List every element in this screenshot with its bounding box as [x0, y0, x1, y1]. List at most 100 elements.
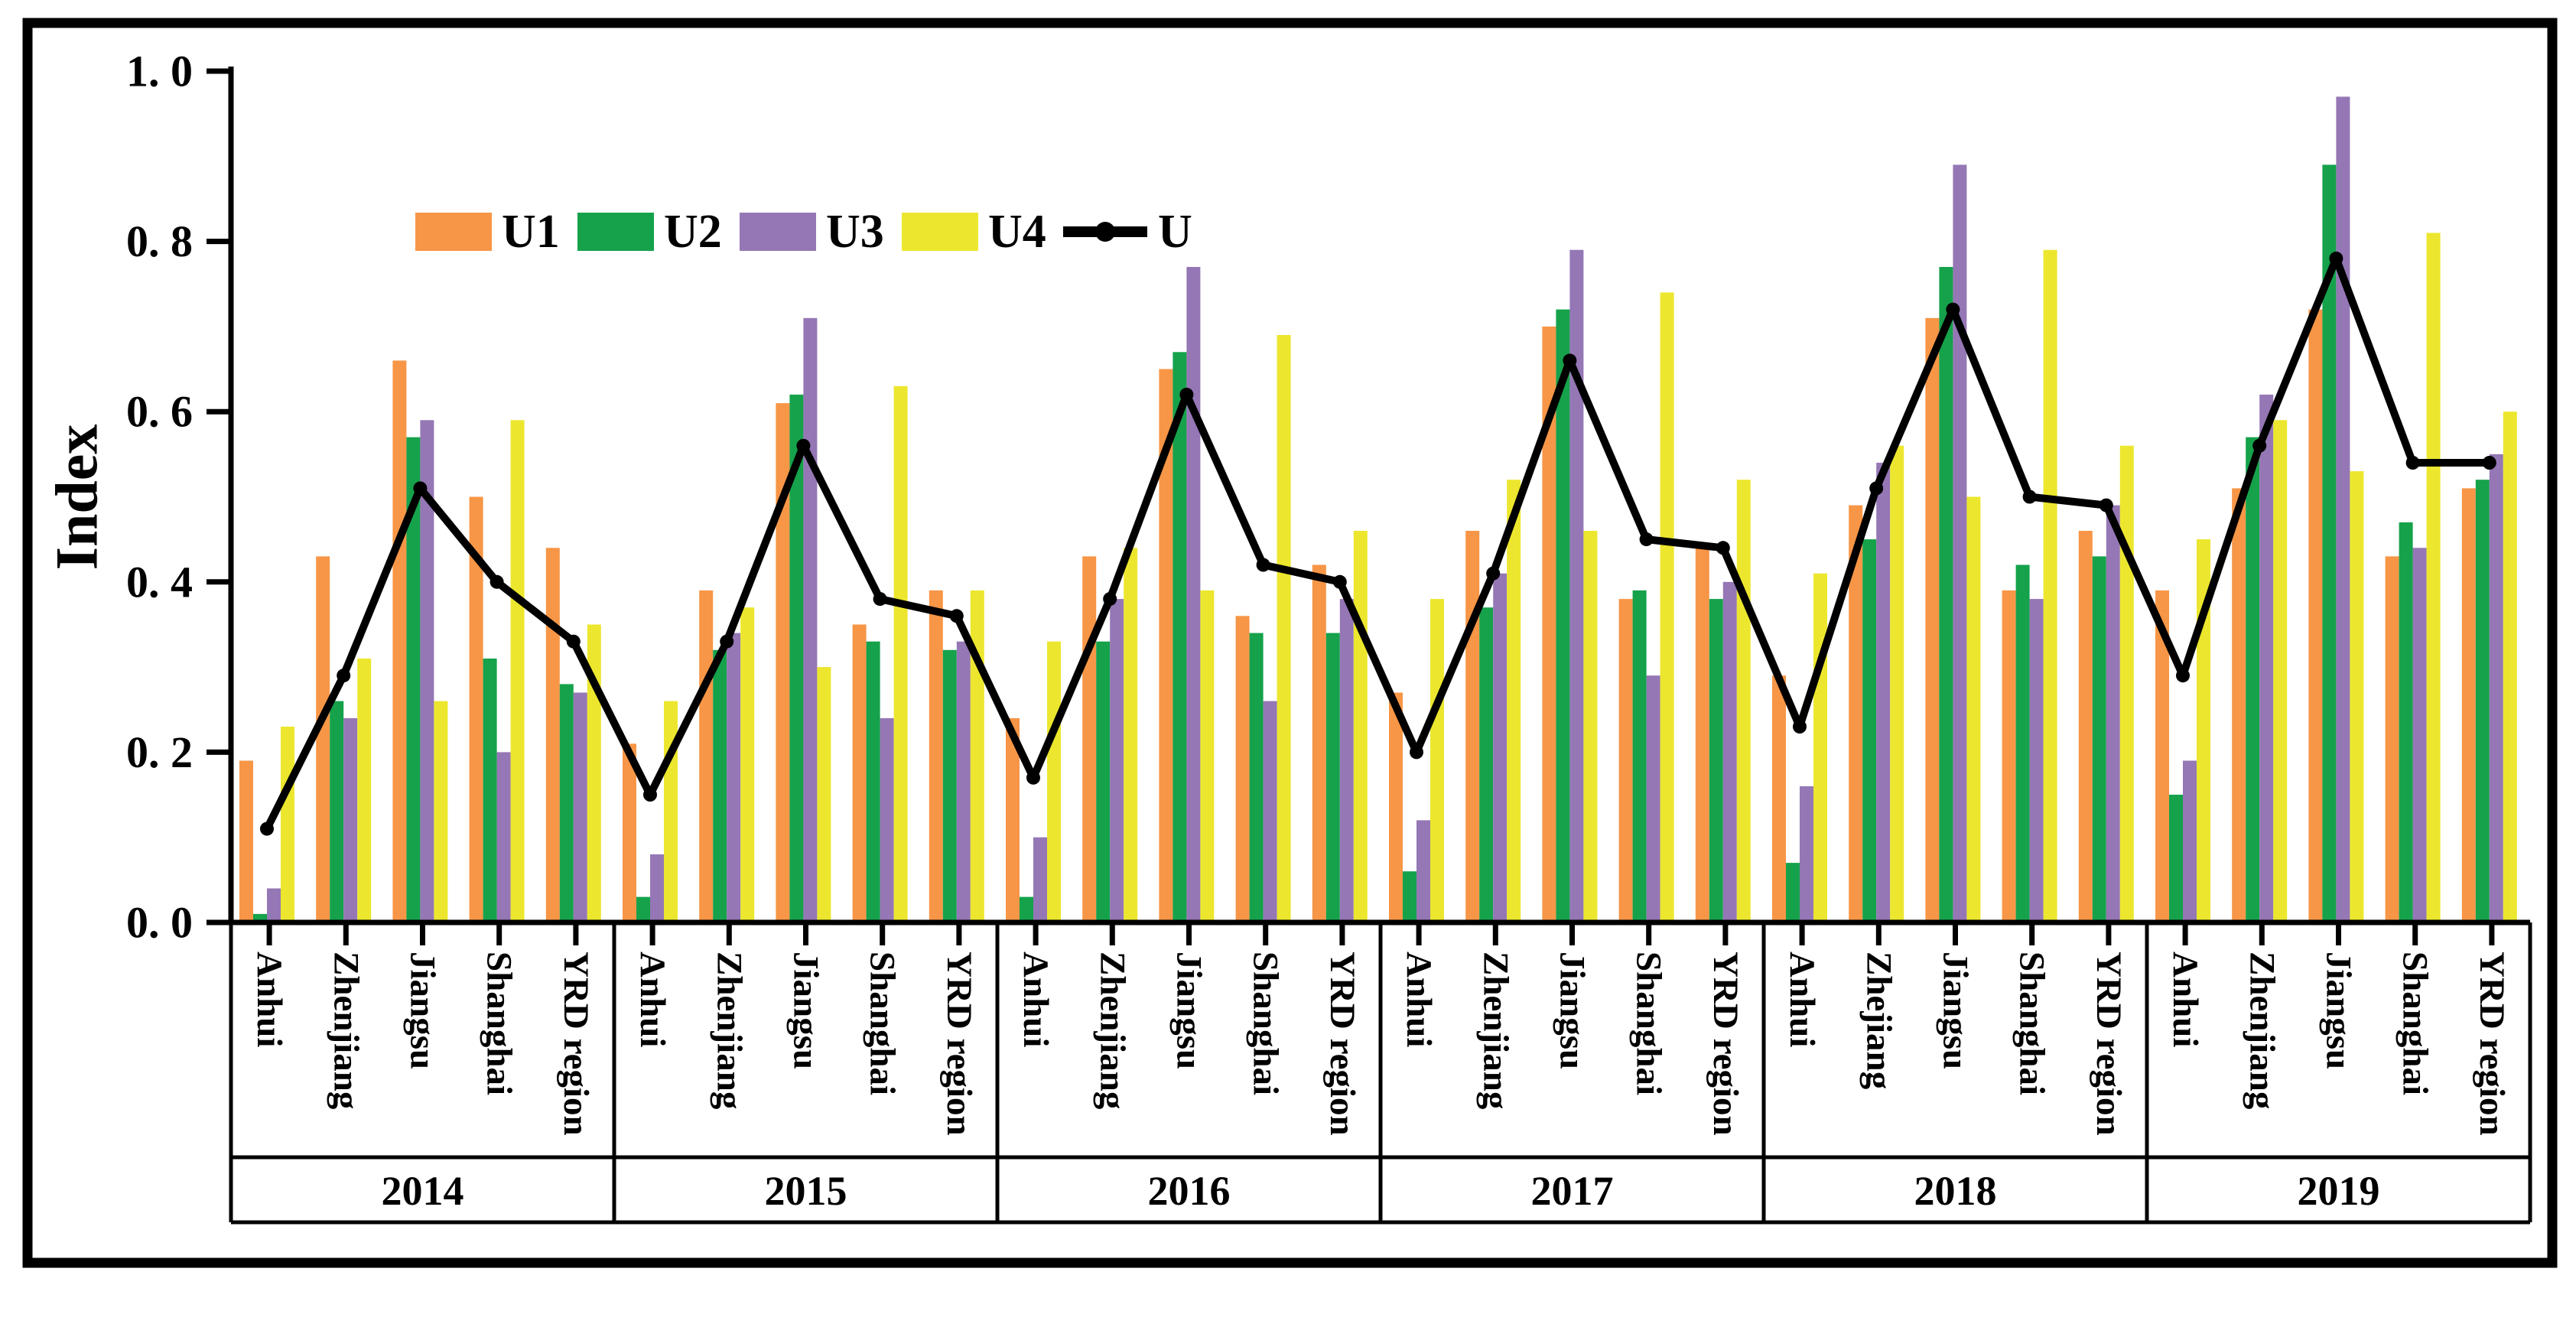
u-line-marker [566, 634, 581, 649]
u-line-marker [1946, 302, 1960, 317]
bar-u1 [1082, 556, 1097, 922]
bar-u2 [330, 701, 344, 922]
bar-u3 [267, 888, 281, 922]
bar-u3 [2259, 394, 2274, 922]
bar-u1 [1389, 692, 1403, 922]
bar-u3 [2029, 599, 2044, 922]
bar-u1 [2385, 556, 2399, 922]
region-label: Shanghai [1629, 952, 1669, 1095]
u-line-marker [643, 788, 657, 802]
region-label: Anhui [1399, 952, 1439, 1047]
bar-u3 [1953, 164, 1967, 922]
bar-u1 [852, 624, 867, 922]
y-tick-label: 1. 0 [126, 47, 193, 96]
bar-u2 [1939, 267, 1953, 922]
bar-u1 [316, 556, 330, 922]
bar-u2 [636, 896, 650, 922]
axis-layer [207, 67, 2532, 1225]
bar-u1 [1159, 369, 1173, 922]
bar-u4 [1200, 590, 1215, 922]
bar-u2 [406, 437, 421, 922]
region-label: Jiangsu [403, 952, 443, 1069]
region-label: Shanghai [1246, 952, 1286, 1095]
bar-u2 [2169, 795, 2183, 922]
region-label: YRD region [939, 952, 979, 1136]
bar-u4 [1966, 496, 1981, 922]
bar-u4 [1124, 548, 1138, 922]
u-line-marker [413, 481, 428, 496]
u-line-marker [260, 821, 274, 836]
bar-u4 [1583, 531, 1598, 922]
bar-u3 [1186, 267, 1201, 922]
bar-u1 [1542, 326, 1556, 922]
legend-label-u1: U1 [502, 206, 560, 258]
bar-u4 [1890, 445, 1904, 922]
bar-u3 [1110, 599, 1124, 922]
region-label: Zhenjiang [2242, 952, 2282, 1110]
bar-u2 [789, 394, 804, 922]
bar-u4 [2043, 249, 2057, 922]
bar-u3 [1722, 581, 1737, 922]
legend-label-u4: U4 [988, 206, 1046, 258]
u-line-marker [1639, 532, 1654, 547]
region-label: Zhenjiang [326, 952, 366, 1110]
bar-u1 [2461, 488, 2476, 922]
year-label: 2019 [2298, 1168, 2380, 1214]
bar-u2 [2015, 564, 2030, 922]
bar-u2 [1556, 309, 1570, 923]
region-label: Anhui [1782, 952, 1822, 1047]
legend-line-marker [1095, 222, 1115, 242]
u-line-marker [949, 609, 964, 623]
bar-u4 [1813, 573, 1827, 922]
bar-u3 [420, 420, 434, 922]
region-label: Jiangsu [786, 952, 826, 1069]
bar-u4 [434, 701, 448, 922]
legend-label-u3: U3 [826, 206, 884, 258]
bar-u1 [1849, 505, 1863, 922]
bar-u3 [2489, 454, 2503, 922]
bar-u2 [2322, 164, 2337, 922]
bar-u1 [1925, 317, 1940, 922]
u-line-layer [260, 251, 2496, 836]
bar-u4 [2119, 445, 2134, 922]
bar-u3 [1416, 820, 1430, 922]
bar-u3 [956, 641, 971, 922]
bar-u3 [1800, 786, 1813, 922]
year-label: 2017 [1531, 1168, 1614, 1214]
u-line-marker [796, 438, 811, 453]
bar-u4 [1047, 641, 1061, 922]
u-line-marker [1869, 481, 1884, 496]
bar-u4 [1430, 599, 1444, 922]
bar-u3 [1646, 675, 1660, 922]
legend-label-u: U [1158, 206, 1192, 258]
u-line-marker [1563, 353, 1577, 368]
bar-u1 [392, 360, 407, 922]
bar-u1 [2078, 531, 2093, 922]
bar-u3 [1876, 463, 1891, 922]
bar-u2 [942, 649, 957, 922]
bar-u4 [1507, 480, 1521, 922]
year-label: 2016 [1148, 1168, 1231, 1214]
bar-u4 [2350, 471, 2364, 922]
bar-u4 [1277, 335, 1291, 922]
y-tick-label: 0. 6 [126, 387, 193, 437]
u-line-marker [337, 669, 351, 683]
region-label: Jiangsu [1553, 952, 1592, 1069]
region-label: Shanghai [2012, 952, 2052, 1095]
bar-u4 [1736, 480, 1751, 922]
bar-u2 [559, 684, 574, 922]
bar-u3 [2336, 96, 2350, 922]
u-line-marker [2099, 498, 2113, 512]
region-label: Shanghai [480, 952, 519, 1095]
u-line-marker [1026, 770, 1040, 785]
bar-u2 [253, 913, 267, 922]
bar-u1 [699, 590, 714, 922]
region-label: Zhenjiang [709, 952, 749, 1110]
bar-u4 [1660, 292, 1674, 922]
u-line-marker [1103, 592, 1117, 607]
bar-u1 [1618, 599, 1633, 922]
u-line-marker [2329, 251, 2343, 265]
region-label: YRD region [1322, 952, 1362, 1136]
region-label: Jiangsu [1936, 952, 1976, 1069]
